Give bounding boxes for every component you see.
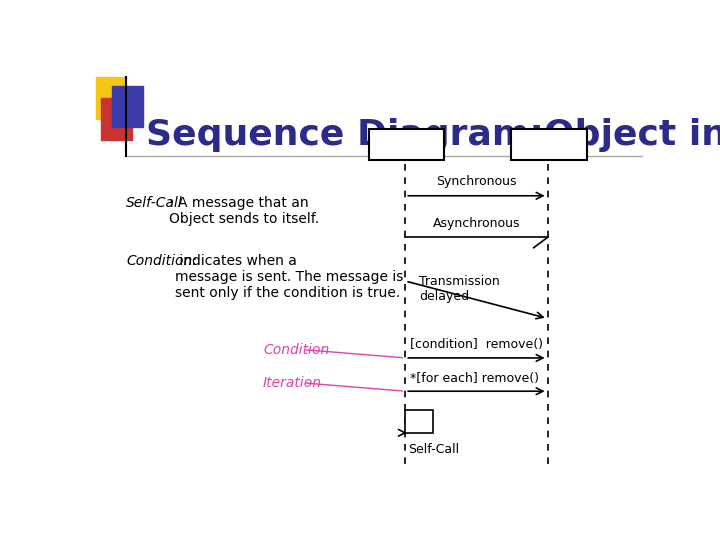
Bar [369, 129, 444, 160]
Text: Iteration: Iteration [263, 376, 322, 390]
Text: B: B [544, 136, 554, 154]
Text: Self-Call: Self-Call [126, 196, 183, 210]
Text: [condition]  remove(): [condition] remove() [410, 338, 543, 352]
Bar [96, 77, 126, 119]
Text: Condition:: Condition: [126, 254, 197, 268]
Text: Synchronous: Synchronous [436, 176, 517, 188]
Text: indicates when a
message is sent. The message is
sent only if the condition is t: indicates when a message is sent. The me… [175, 254, 403, 300]
Text: *[for each] remove(): *[for each] remove() [410, 372, 539, 384]
Text: Condition: Condition [263, 342, 329, 356]
Text: Self-Call: Self-Call [408, 443, 459, 456]
Bar [101, 98, 132, 140]
Text: Sequence Diagram:Object interaction: Sequence Diagram:Object interaction [145, 118, 720, 152]
Bar [511, 129, 587, 160]
Bar [112, 85, 143, 127]
Text: : A message that an
Object sends to itself.: : A message that an Object sends to itse… [168, 196, 319, 226]
Text: Asynchronous: Asynchronous [433, 217, 520, 230]
Bar [405, 410, 433, 433]
Text: A: A [401, 136, 413, 154]
Text: Transmission
delayed: Transmission delayed [419, 275, 500, 303]
